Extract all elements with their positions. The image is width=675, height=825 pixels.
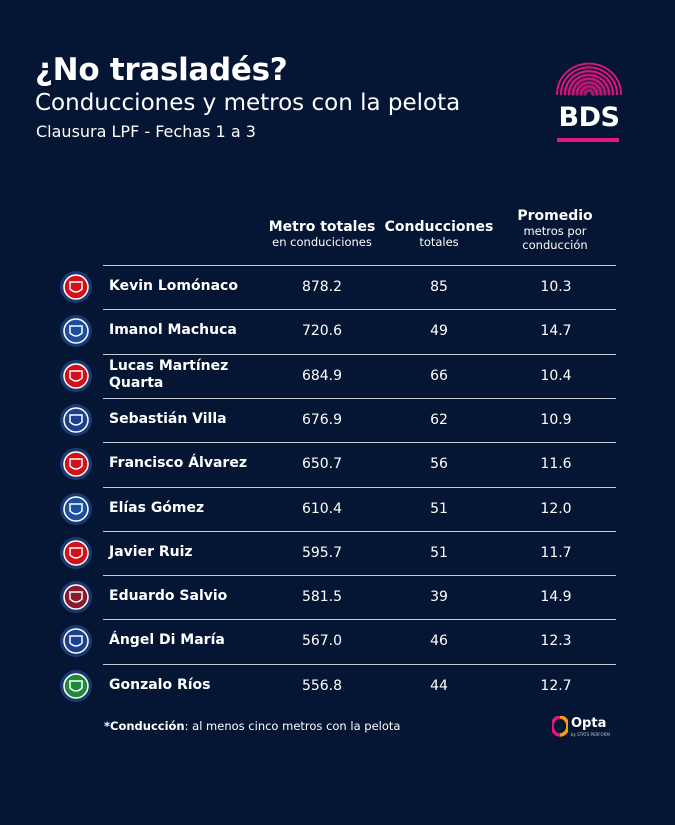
footnote: *Conducción: al menos cinco metros con l… bbox=[104, 719, 401, 733]
cell-meters: 595.7 bbox=[301, 544, 343, 561]
bds-logo: BDS bbox=[555, 40, 623, 146]
cell-avg: 12.7 bbox=[540, 677, 572, 694]
row-separator bbox=[103, 663, 616, 665]
cell-avg: 10.9 bbox=[540, 411, 572, 428]
lanus-badge-icon bbox=[60, 581, 92, 614]
cell-meters: 610.4 bbox=[301, 500, 343, 517]
column-header-carries: Conducciones totales bbox=[384, 219, 494, 249]
table-row: Kevin Lomónaco 878.2 85 10.3 bbox=[0, 265, 675, 309]
row-separator bbox=[103, 442, 616, 444]
bds-logo-bar bbox=[557, 138, 619, 142]
row-separator bbox=[103, 309, 616, 311]
row-separator bbox=[103, 530, 616, 532]
rosario-central-badge-icon bbox=[60, 625, 92, 658]
row-separator bbox=[103, 353, 616, 355]
player-name: Javier Ruiz bbox=[109, 543, 193, 560]
opta-icon bbox=[552, 716, 568, 737]
cell-avg: 14.9 bbox=[540, 589, 572, 606]
player-name: Eduardo Salvio bbox=[109, 588, 228, 605]
player-name: Gonzalo Ríos bbox=[109, 676, 211, 693]
bds-logo-text: BDS bbox=[558, 102, 620, 133]
opta-logo: Opta by STATS PERFORM bbox=[552, 714, 622, 740]
table-row: Gonzalo Ríos 556.8 44 12.7 bbox=[0, 664, 675, 708]
cell-carries: 51 bbox=[430, 500, 448, 517]
cell-meters: 650.7 bbox=[301, 456, 343, 473]
player-name: Imanol Machuca bbox=[109, 322, 237, 339]
cell-meters: 684.9 bbox=[301, 367, 343, 384]
cell-avg: 11.6 bbox=[540, 456, 572, 473]
cell-meters: 878.2 bbox=[301, 279, 343, 295]
player-name: Ángel Di María bbox=[109, 632, 225, 649]
cell-meters: 581.5 bbox=[301, 589, 343, 606]
independiente-rivadavia-badge-icon bbox=[60, 403, 92, 436]
cell-avg: 11.7 bbox=[540, 544, 572, 561]
player-name: Elías Gómez bbox=[109, 499, 205, 516]
table-row: Sebastián Villa 676.9 62 10.9 bbox=[0, 398, 675, 442]
independiente-badge-icon bbox=[60, 271, 92, 303]
banfield-badge-icon bbox=[60, 669, 92, 702]
cell-avg: 14.7 bbox=[540, 323, 572, 340]
row-separator bbox=[103, 619, 616, 621]
cell-avg: 10.3 bbox=[540, 279, 572, 295]
table-row: Francisco Álvarez 650.7 56 11.6 bbox=[0, 442, 675, 486]
page-caption: Clausura LPF - Fechas 1 a 3 bbox=[36, 122, 256, 141]
velez-badge-icon bbox=[60, 315, 92, 348]
cell-carries: 46 bbox=[430, 633, 448, 650]
river-plate-badge-icon bbox=[60, 359, 92, 392]
table-row: Lucas Martínez Quarta 684.9 66 10.4 bbox=[0, 354, 675, 398]
player-name: Francisco Álvarez bbox=[109, 455, 247, 472]
row-separator bbox=[103, 486, 616, 488]
argentinos-juniors-badge-icon bbox=[60, 448, 92, 481]
cell-carries: 56 bbox=[430, 456, 448, 473]
cell-avg: 12.0 bbox=[540, 500, 572, 517]
row-separator bbox=[103, 265, 616, 266]
page-subtitle: Conducciones y metros con la pelota bbox=[35, 90, 461, 116]
cell-carries: 39 bbox=[430, 589, 448, 606]
cell-carries: 66 bbox=[430, 367, 448, 384]
cell-meters: 676.9 bbox=[301, 411, 343, 428]
row-separator bbox=[103, 397, 616, 399]
cell-carries: 44 bbox=[430, 677, 448, 694]
barracas-central-badge-icon bbox=[60, 536, 92, 569]
table-row: Eduardo Salvio 581.5 39 14.9 bbox=[0, 575, 675, 619]
column-header-meters: Metro totales en conduciciones bbox=[268, 219, 376, 249]
page-title: ¿No trasladés? bbox=[35, 52, 288, 88]
bds-dots-icon bbox=[555, 62, 623, 96]
cell-carries: 85 bbox=[430, 279, 448, 295]
cell-carries: 62 bbox=[430, 411, 448, 428]
cell-meters: 556.8 bbox=[301, 677, 343, 694]
velez-badge-icon bbox=[60, 492, 92, 525]
player-name: Kevin Lomónaco bbox=[109, 278, 238, 294]
cell-meters: 567.0 bbox=[301, 633, 343, 650]
table-row: Ángel Di María 567.0 46 12.3 bbox=[0, 619, 675, 663]
cell-carries: 49 bbox=[430, 323, 448, 340]
player-name: Sebastián Villa bbox=[109, 410, 227, 427]
cell-meters: 720.6 bbox=[301, 323, 343, 340]
cell-avg: 12.3 bbox=[540, 633, 572, 650]
row-separator bbox=[103, 575, 616, 577]
table-row: Elías Gómez 610.4 51 12.0 bbox=[0, 487, 675, 531]
player-name: Lucas Martínez Quarta bbox=[109, 357, 229, 391]
table-row: Javier Ruiz 595.7 51 11.7 bbox=[0, 531, 675, 575]
column-header-average: Promedio metros por conducción bbox=[517, 208, 593, 252]
table-row: Imanol Machuca 720.6 49 14.7 bbox=[0, 309, 675, 353]
cell-carries: 51 bbox=[430, 544, 448, 561]
cell-avg: 10.4 bbox=[540, 367, 572, 384]
